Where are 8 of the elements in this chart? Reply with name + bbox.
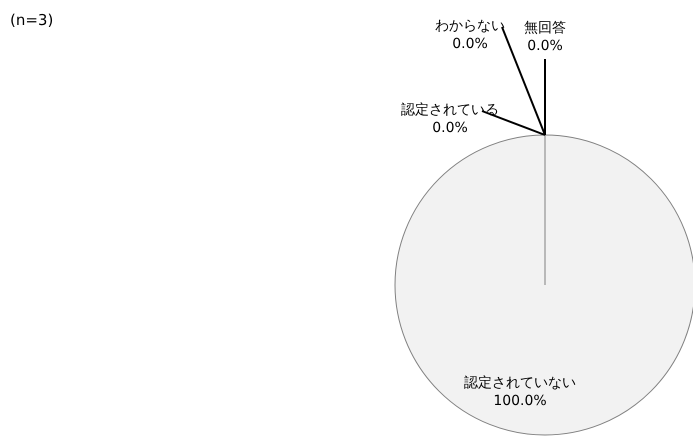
- text: (n=3): [10, 11, 54, 29]
- category-label: 無回答: [524, 20, 566, 36]
- data-label: 100.0%: [493, 393, 547, 409]
- slice-label: 認定されていない: [464, 375, 576, 391]
- text: 0.0%: [452, 36, 488, 52]
- text: 0.0%: [527, 38, 563, 54]
- category-label: わからない: [435, 18, 505, 34]
- text: 0.0%: [432, 120, 468, 136]
